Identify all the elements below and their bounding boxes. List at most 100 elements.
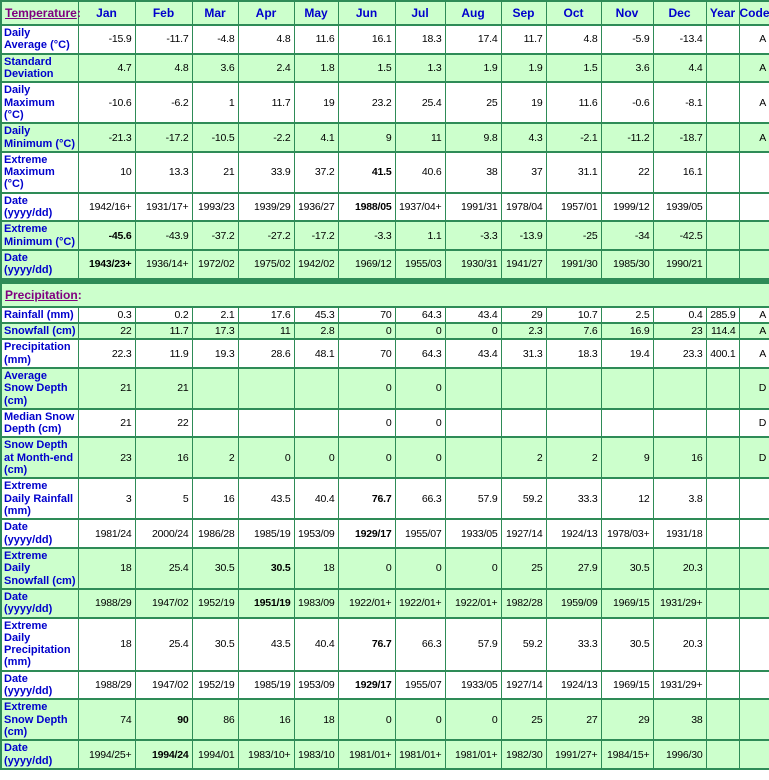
year-cell — [705, 477, 740, 521]
temperature-table: Temperature: Jan Feb Mar Apr May Jun Jul… — [0, 0, 769, 280]
value-cell: 0 — [444, 546, 502, 590]
value-cell: 57.9 — [444, 477, 502, 521]
value-cell: 1988/29 — [77, 669, 136, 701]
row-label: Daily Minimum (°C) — [0, 122, 79, 153]
value-cell: 1939/05 — [652, 191, 707, 223]
value-cell: 0.4 — [652, 305, 707, 324]
value-cell: -10.5 — [191, 122, 239, 153]
value-cell: 1983/10+ — [237, 739, 295, 770]
value-cell: 1994/25+ — [77, 739, 136, 770]
row-label: Date (yyyy/dd) — [0, 587, 79, 619]
code-cell — [738, 669, 769, 701]
code-cell — [738, 616, 769, 672]
temperature-section-link[interactable]: Temperature — [5, 6, 77, 20]
value-cell: 23 — [652, 321, 707, 341]
value-cell — [237, 407, 295, 439]
value-cell: 1937/04+ — [394, 191, 446, 223]
value-cell: 1972/02 — [191, 249, 239, 280]
value-cell: 1.8 — [293, 52, 339, 84]
value-cell: 22 — [134, 407, 193, 439]
value-cell: -45.6 — [77, 220, 136, 251]
value-cell: 0 — [394, 436, 446, 480]
month-header-apr: Apr — [237, 0, 295, 26]
row-label: Snow Depth at Month-end (cm) — [0, 436, 79, 480]
row-label: Daily Maximum (°C) — [0, 81, 79, 125]
precipitation-section-link[interactable]: Precipitation — [5, 287, 78, 302]
value-cell: 1942/16+ — [77, 191, 136, 223]
value-cell: 76.7 — [337, 616, 396, 672]
value-cell: 1927/14 — [500, 518, 547, 549]
value-cell — [191, 407, 239, 439]
value-cell: 1931/29+ — [652, 587, 707, 619]
month-header-may: May — [293, 0, 339, 26]
value-cell: 1981/01+ — [337, 739, 396, 770]
value-cell — [444, 407, 502, 439]
value-cell: 1952/19 — [191, 669, 239, 701]
value-cell: 13.3 — [134, 150, 193, 194]
value-cell: 25.4 — [394, 81, 446, 125]
row-label: Extreme Daily Snowfall (cm) — [0, 546, 79, 590]
value-cell: 90 — [134, 698, 193, 742]
year-cell — [705, 220, 740, 251]
value-cell: 1991/27+ — [545, 739, 602, 770]
value-cell: -3.3 — [444, 220, 502, 251]
value-cell: 1924/13 — [545, 518, 602, 549]
value-cell: 4.7 — [77, 52, 136, 84]
value-cell: 25 — [500, 546, 547, 590]
year-cell — [705, 407, 740, 439]
value-cell: 1988/29 — [77, 587, 136, 619]
precipitation-section-row: Precipitation: — [0, 281, 769, 308]
month-header-oct: Oct — [545, 0, 602, 26]
value-cell — [293, 407, 339, 439]
value-cell: 2 — [191, 436, 239, 480]
value-cell: 1994/01 — [191, 739, 239, 770]
year-column-header: Year — [705, 0, 740, 26]
value-cell: 20.3 — [652, 546, 707, 590]
value-cell: 3.6 — [191, 52, 239, 84]
code-cell — [738, 150, 769, 194]
row-label: Precipitation (mm) — [0, 338, 79, 369]
code-cell — [738, 546, 769, 590]
month-header-mar: Mar — [191, 0, 239, 26]
year-cell — [705, 52, 740, 84]
value-cell — [500, 366, 547, 410]
code-cell: A — [738, 81, 769, 125]
value-cell: -0.6 — [600, 81, 654, 125]
value-cell: 22.3 — [77, 338, 136, 369]
code-cell: A — [738, 122, 769, 153]
value-cell: 1931/29+ — [652, 669, 707, 701]
value-cell: 27.9 — [545, 546, 602, 590]
row-label: Extreme Daily Rainfall (mm) — [0, 477, 79, 521]
value-cell: 1.5 — [545, 52, 602, 84]
value-cell: 64.3 — [394, 305, 446, 324]
code-cell: D — [738, 436, 769, 480]
code-cell: A — [738, 305, 769, 324]
value-cell: 1 — [191, 81, 239, 125]
value-cell: 10 — [77, 150, 136, 194]
value-cell: 37 — [500, 150, 547, 194]
value-cell: 3.8 — [652, 477, 707, 521]
code-cell — [738, 249, 769, 280]
value-cell: 18.3 — [545, 338, 602, 369]
code-cell — [738, 191, 769, 223]
value-cell: 1985/19 — [237, 669, 295, 701]
value-cell: 4.1 — [293, 122, 339, 153]
value-cell: 1936/27 — [293, 191, 339, 223]
value-cell: 19.3 — [191, 338, 239, 369]
precipitation-table: Precipitation: Rainfall (mm) 0.3 0.2 2.1 17.… — [0, 281, 769, 770]
value-cell: 17.4 — [444, 24, 502, 55]
value-cell: 9.8 — [444, 122, 502, 153]
table-row: Extreme Minimum (°C) -45.6 -43.9 -37.2 -27.2… — [0, 220, 769, 251]
year-cell: 285.9 — [705, 305, 740, 324]
row-label: Date (yyyy/dd) — [0, 739, 79, 770]
value-cell: 1986/28 — [191, 518, 239, 549]
table-row: Date (yyyy/dd) 1943/23+ 1936/14+ 1972/02 197… — [0, 249, 769, 280]
value-cell: -34 — [600, 220, 654, 251]
year-cell — [705, 587, 740, 619]
value-cell: 33.3 — [545, 477, 602, 521]
value-cell: 1933/05 — [444, 669, 502, 701]
value-cell: 43.4 — [444, 305, 502, 324]
value-cell: 21 — [191, 150, 239, 194]
value-cell: 48.1 — [293, 338, 339, 369]
